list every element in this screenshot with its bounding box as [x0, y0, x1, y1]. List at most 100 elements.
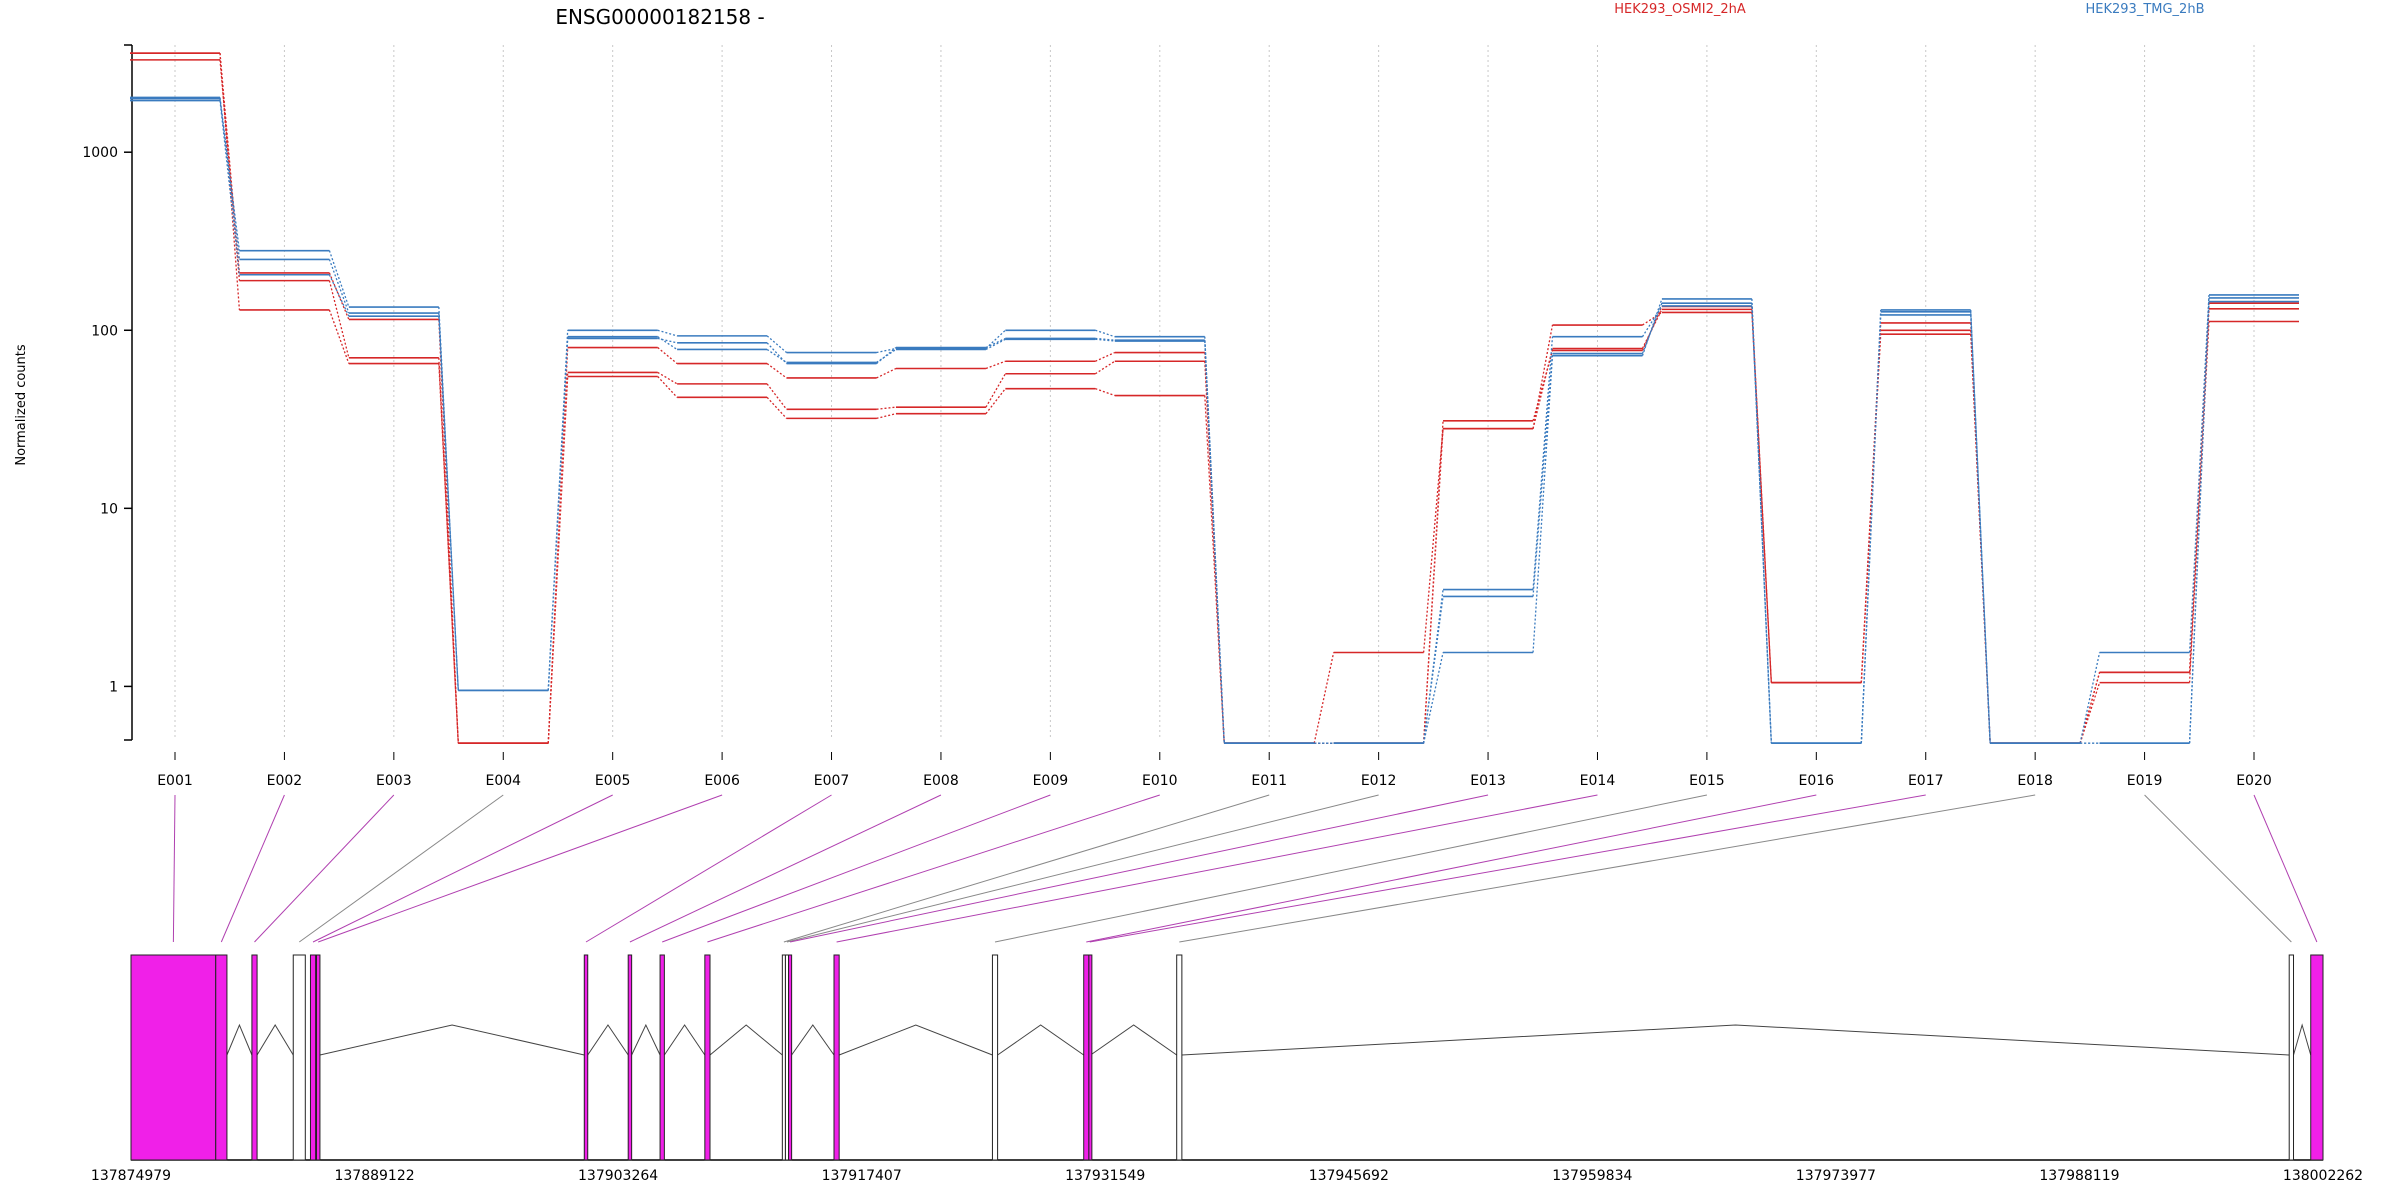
- genomic-tick-label-5: 137931549: [1065, 1168, 1145, 1184]
- intron-9: [663, 1024, 706, 1056]
- series-3-link-7: [876, 367, 897, 379]
- connector-E005: [312, 794, 613, 943]
- series-2-link-2: [328, 280, 350, 359]
- exon-connectors: [172, 794, 2318, 943]
- y-axis-label: Normalized counts: [14, 344, 29, 466]
- connector-E007: [585, 794, 832, 943]
- intron-18: [1181, 1024, 2290, 1056]
- connector-E018: [1179, 794, 2036, 943]
- x-tick-label-E005: E005: [595, 773, 631, 789]
- exon-box-E015: [991, 954, 999, 1161]
- genomic-tick-label-10: 138002262: [2283, 1168, 2363, 1184]
- series-4-link-12: [1422, 652, 1444, 744]
- series-6-link-12: [1422, 589, 1444, 744]
- series-5: [130, 96, 2299, 744]
- x-tick-label-E018: E018: [2017, 773, 2053, 789]
- series-6: [130, 99, 2299, 744]
- series-6-link-3: [438, 316, 459, 691]
- series-1-link-9: [1095, 388, 1116, 397]
- series-3-link-4: [547, 347, 569, 744]
- series-4-link-8: [985, 329, 1006, 349]
- genomic-axis: 137874979 137889122 137903264 137917407 1379…: [91, 1168, 2363, 1184]
- intron-14: [838, 1024, 993, 1056]
- exon-box-E009: [659, 954, 665, 1161]
- series-3-link-3: [438, 319, 459, 744]
- series-2-link-7: [876, 406, 897, 410]
- series-2-link-3: [438, 357, 459, 744]
- genomic-tick-label-8: 137973977: [1796, 1168, 1876, 1184]
- genomic-tick-label-2: 137889122: [334, 1168, 414, 1184]
- series-3-link-1: [219, 53, 241, 273]
- x-tick-label-E019: E019: [2127, 773, 2163, 789]
- y-axis: 1 10 100 1000: [82, 44, 133, 741]
- x-tick-label-E006: E006: [704, 773, 740, 789]
- series-6-link-14: [1641, 305, 1663, 338]
- legend-condition-a: HEK293_OSMI2_2hA: [1614, 2, 1746, 17]
- series-1-link-2: [328, 309, 350, 364]
- intron-7: [587, 1024, 629, 1056]
- x-tick-label-E017: E017: [1908, 773, 1944, 789]
- intron-17: [1090, 1024, 1177, 1056]
- series-3-link-8: [985, 360, 1006, 370]
- exon-box-E002: [215, 954, 228, 1161]
- series-1-link-6: [766, 396, 788, 419]
- exon-box-E020: [2310, 954, 2324, 1161]
- series-1-link-19: [2188, 321, 2210, 683]
- y-tick-label-1: 1: [109, 679, 118, 695]
- exon-box-E001: [130, 954, 217, 1161]
- series-1-link-8: [985, 388, 1006, 415]
- exon-box-E013: [788, 954, 793, 1161]
- series-6-link-15: [1751, 305, 1772, 744]
- series-6-link-5: [657, 336, 678, 351]
- series-5-link-8: [985, 337, 1006, 349]
- series-6-link-4: [547, 336, 569, 691]
- connector-E004: [298, 794, 504, 943]
- genomic-tick-label-1: 137874979: [91, 1168, 171, 1184]
- intron-10: [709, 1024, 783, 1056]
- series-3-link-13: [1532, 350, 1554, 422]
- x-tick-label-E010: E010: [1142, 773, 1178, 789]
- connector-E015: [994, 794, 1707, 943]
- series-3-link-5: [657, 347, 678, 365]
- series-3-link-6: [766, 363, 787, 379]
- series-5-link-13: [1532, 353, 1554, 597]
- series-1-link-10: [1204, 395, 1225, 744]
- x-tick-label-E012: E012: [1361, 773, 1397, 789]
- series-3-link-9: [1095, 351, 1116, 362]
- series-5-link-2: [328, 259, 350, 314]
- intron-6: [319, 1024, 585, 1056]
- series-4-link-18: [2079, 652, 2101, 744]
- exon-box-E016: [1083, 954, 1090, 1161]
- series-6-link-10: [1204, 341, 1225, 744]
- connector-E009: [662, 794, 1051, 943]
- x-axis-exon-labels: E001 E002 E003 E004 E005 E006 E007 E008 E009 E010…: [157, 752, 2272, 789]
- exon-box-E003: [251, 954, 258, 1161]
- series-1-link-7: [876, 413, 897, 420]
- connector-E006: [318, 794, 723, 943]
- series-3-link-12: [1422, 420, 1444, 744]
- connector-E012: [786, 794, 1379, 943]
- exon-box-E019: [2288, 954, 2295, 1161]
- y-tick-label-1000: 1000: [82, 145, 118, 161]
- series-5-link-9: [1095, 337, 1115, 341]
- connector-E003: [254, 794, 395, 943]
- y-tick-label-100: 100: [91, 323, 118, 339]
- genomic-tick-label-4: 137917407: [822, 1168, 902, 1184]
- connector-E008: [629, 794, 942, 943]
- connector-E019: [2144, 794, 2292, 943]
- exon-box-E005: [309, 954, 317, 1161]
- intron-15: [997, 1024, 1084, 1056]
- series-4-link-5: [657, 329, 678, 337]
- series-6-link-9: [1095, 338, 1115, 342]
- genomic-tick-label-3: 137903264: [578, 1168, 658, 1184]
- series-1-link-11: [1313, 652, 1335, 744]
- exon-box-E014: [833, 954, 840, 1161]
- series-2-link-5: [657, 371, 678, 385]
- x-tick-label-E007: E007: [814, 773, 850, 789]
- series-4-link-14: [1641, 298, 1663, 356]
- series-6-link-13: [1532, 336, 1554, 590]
- connector-E017: [1089, 794, 1926, 943]
- intron-3: [256, 1024, 294, 1056]
- connector-E002: [220, 794, 285, 943]
